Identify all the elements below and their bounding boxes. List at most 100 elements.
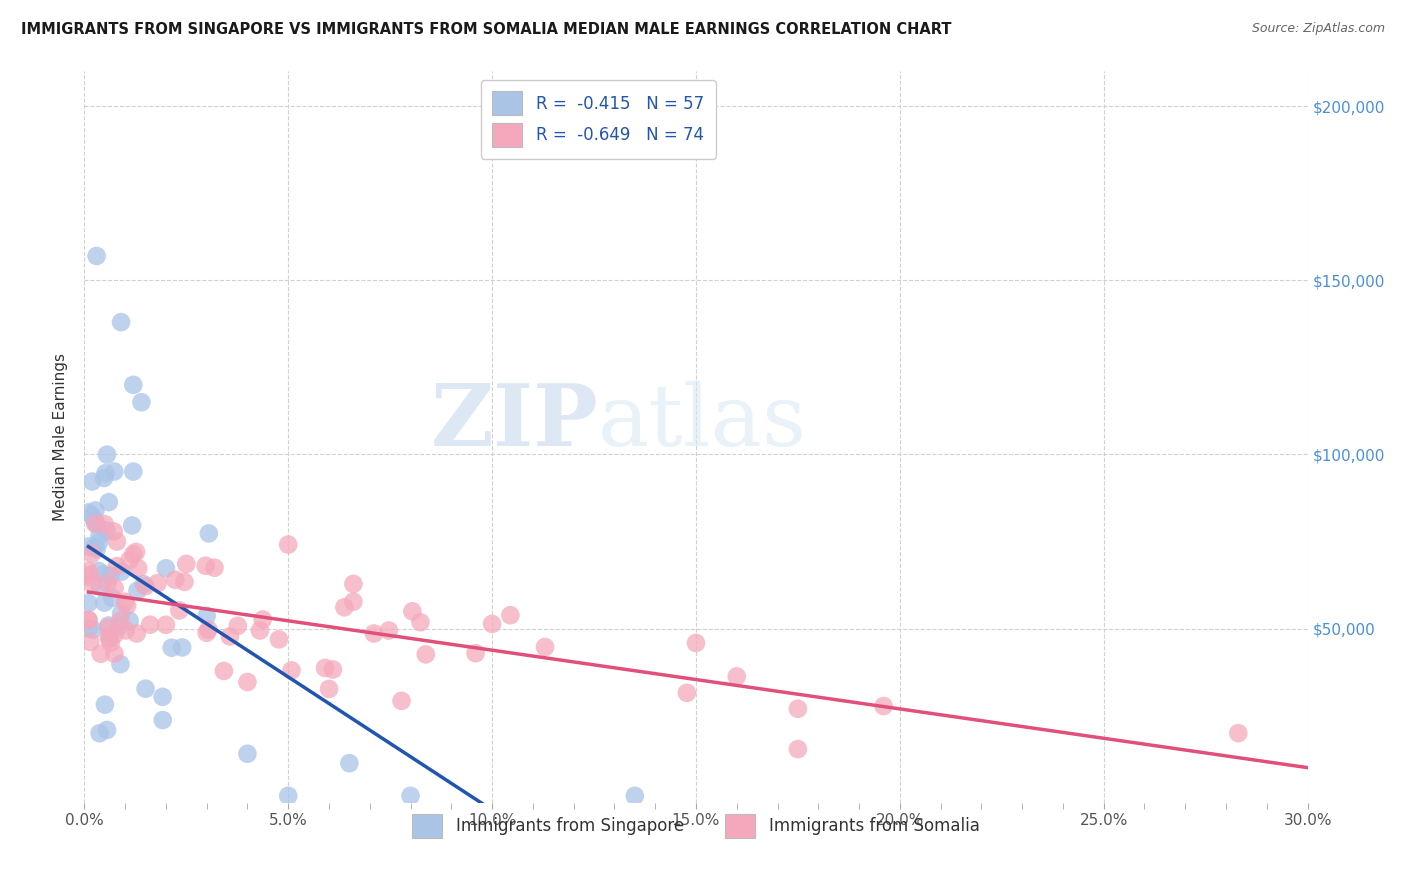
Point [173,574,195,589]
Point [169,603,191,617]
Text: atlas: atlas [598,381,807,464]
Point [236,747,259,761]
Point [122,377,145,392]
Point [103,627,125,641]
Point [198,526,221,541]
Point [155,617,177,632]
Point [79,635,101,649]
Point [314,661,336,675]
Point [131,395,153,409]
Point [267,632,290,647]
Point [139,617,162,632]
Point [127,561,149,575]
Point [118,553,141,567]
Point [725,669,748,683]
Point [252,613,274,627]
Point [122,465,145,479]
Point [152,713,174,727]
Point [77,540,100,554]
Point [114,624,136,638]
Point [121,518,143,533]
Point [89,726,111,740]
Point [96,723,118,737]
Point [103,647,125,661]
Point [322,663,344,677]
Point [165,573,187,587]
Point [1227,726,1250,740]
Point [787,742,810,756]
Point [197,623,219,637]
Point [415,648,437,662]
Point [249,624,271,638]
Point [391,694,413,708]
Point [236,675,259,690]
Point [277,538,299,552]
Point [624,789,647,803]
Point [110,657,132,672]
Point [172,640,194,655]
Point [194,558,217,573]
Point [83,514,105,528]
Point [125,545,148,559]
Point [105,559,128,574]
Point [146,576,169,591]
Point [534,640,557,654]
Point [118,614,141,628]
Point [277,789,299,803]
Point [77,596,100,610]
Point [90,647,112,661]
Point [83,540,105,554]
Point [110,614,132,628]
Point [160,640,183,655]
Point [103,465,125,479]
Point [77,570,100,584]
Point [94,466,117,480]
Point [94,698,117,712]
Point [84,516,107,531]
Point [152,690,174,704]
Text: Source: ZipAtlas.com: Source: ZipAtlas.com [1251,22,1385,36]
Point [77,613,100,627]
Point [96,448,118,462]
Point [401,604,423,618]
Point [399,789,422,803]
Text: ZIP: ZIP [430,381,598,465]
Point [499,608,522,623]
Point [115,599,138,613]
Point [84,503,107,517]
Point [339,756,361,771]
Point [77,621,100,635]
Point [481,616,503,631]
Point [685,636,707,650]
Point [174,557,197,571]
Point [97,618,120,632]
Point [114,595,136,609]
Point [97,621,120,635]
Point [82,475,104,489]
Point [89,579,111,593]
Point [98,631,121,645]
Point [87,564,110,578]
Point [86,249,108,263]
Point [195,625,218,640]
Point [342,577,364,591]
Point [100,636,122,650]
Point [132,577,155,591]
Point [77,505,100,519]
Point [676,686,699,700]
Point [212,664,235,678]
Point [80,508,103,523]
Point [80,547,103,561]
Point [97,631,120,645]
Point [82,577,104,591]
Point [96,575,118,590]
Point [155,561,177,575]
Point [122,547,145,561]
Point [103,524,125,539]
Point [93,517,115,532]
Point [135,681,157,696]
Point [108,620,131,634]
Y-axis label: Median Male Earnings: Median Male Earnings [53,353,69,521]
Point [86,542,108,557]
Point [318,681,340,696]
